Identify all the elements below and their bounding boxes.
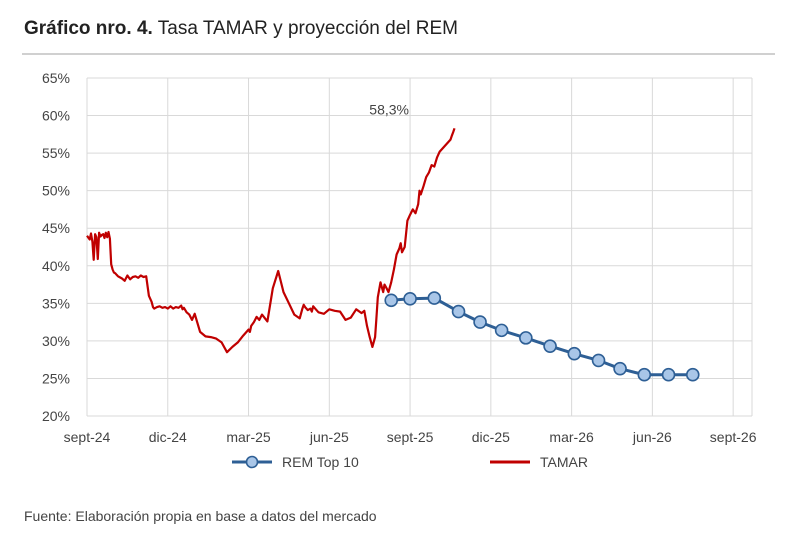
chart-title-number: Gráfico nro. 4.	[24, 18, 153, 39]
title-divider	[22, 53, 775, 55]
tamar-series-line	[384, 127, 456, 294]
tamar-series-line	[86, 230, 387, 354]
x-tick-label: jun-26	[632, 429, 672, 445]
rem-data-point	[494, 323, 509, 338]
x-tick-label: sept-26	[710, 429, 757, 445]
x-tick-label: mar-25	[226, 429, 271, 445]
legend-tamar-label: TAMAR	[540, 454, 588, 470]
line-chart: 20% 25% 30% 35% 40% 45% 50% 55% 60% 65% sept-24 di…	[42, 70, 757, 470]
x-tick-label: mar-26	[549, 429, 594, 445]
rem-data-point	[613, 361, 627, 376]
legend-rem-label: REM Top 10	[282, 454, 359, 470]
rem-data-point	[519, 331, 533, 345]
y-tick-label: 20%	[42, 408, 70, 424]
chart-title: Gráfico nro. 4. Tasa TAMAR y proyección …	[24, 18, 458, 40]
x-tick-label: jun-25	[309, 429, 349, 445]
x-tick-label: sept-24	[64, 429, 111, 445]
peak-value-label: 58,3%	[369, 101, 409, 117]
rem-data-point	[637, 367, 652, 382]
gridlines	[86, 77, 753, 417]
rem-data-point	[384, 293, 399, 308]
rem-data-point	[427, 291, 442, 305]
rem-data-point	[685, 367, 700, 382]
x-tick-label: sept-25	[387, 429, 434, 445]
rem-data-point	[403, 292, 417, 306]
y-tick-label: 60%	[42, 108, 70, 124]
rem-data-point	[567, 346, 582, 361]
rem-data-point	[543, 339, 557, 353]
y-tick-label: 55%	[42, 145, 70, 161]
chart-title-text: Tasa TAMAR y proyección del REM	[152, 18, 458, 39]
rem-data-point	[473, 315, 487, 329]
y-tick-label: 35%	[42, 295, 70, 311]
rem-data-point	[591, 353, 606, 368]
y-tick-label: 25%	[42, 370, 70, 386]
x-tick-label: dic-24	[149, 429, 187, 445]
legend: REM Top 10 TAMAR	[232, 454, 588, 470]
y-axis-ticks: 20% 25% 30% 35% 40% 45% 50% 55% 60% 65%	[42, 70, 70, 424]
rem-data-point	[661, 367, 676, 382]
x-axis-ticks: sept-24 dic-24 mar-25 jun-25 sept-25 dic-25 ma…	[64, 429, 757, 445]
rem-data-point	[451, 304, 466, 319]
legend-rem-marker	[245, 455, 259, 469]
x-tick-label: dic-25	[472, 429, 510, 445]
series-layer	[86, 127, 700, 382]
source-note: Fuente: Elaboración propia en base a dat…	[24, 508, 377, 524]
y-tick-label: 40%	[42, 258, 70, 274]
y-tick-label: 50%	[42, 183, 70, 199]
rem-series-line	[391, 296, 693, 377]
y-tick-label: 45%	[42, 220, 70, 236]
annotation-layer: 58,3%	[369, 101, 409, 117]
y-tick-label: 65%	[42, 70, 70, 86]
y-tick-label: 30%	[42, 333, 70, 349]
